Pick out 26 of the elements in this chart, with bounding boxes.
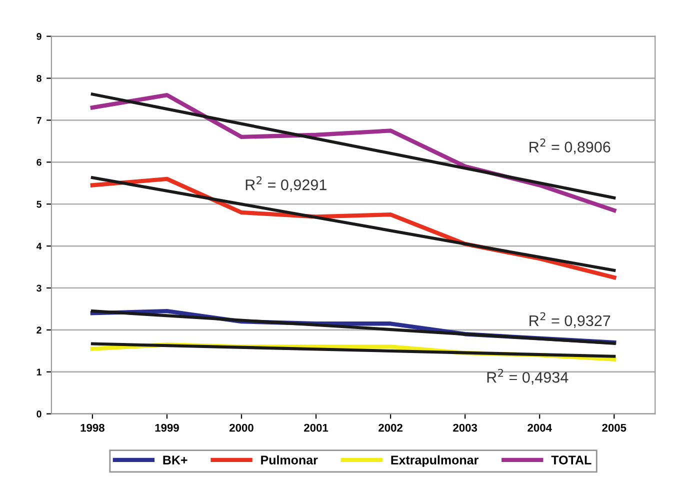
x-tick-label: 2005 (602, 424, 626, 432)
x-tick-label: 2001 (304, 424, 328, 432)
x-tick-label: 2002 (378, 424, 402, 432)
legend-label: Pulmonar (261, 455, 318, 464)
y-tick-label: 1 (36, 368, 42, 376)
y-tick-label: 6 (36, 158, 42, 166)
annotation: R$^{2}$ = 0,4934 (487, 368, 568, 385)
annotation: R$^{2}$ = 0,8906 (530, 138, 610, 154)
annotation: R$^{2}$ = 0,9327 (530, 312, 610, 328)
y-tick-label: 4 (36, 242, 42, 250)
x-tick-label: 2004 (528, 424, 552, 432)
x-tick-label: 2003 (453, 424, 478, 432)
x-tick-label: 2000 (230, 424, 254, 432)
legend-label: Extrapulmonar (391, 455, 478, 467)
annotation: R$^{2}$ = 0,9291 (246, 176, 326, 192)
y-tick-label: 0 (36, 410, 42, 418)
y-tick-label: 5 (36, 200, 42, 208)
y-tick-label: 9 (36, 33, 42, 40)
x-tick-label: 1998 (80, 424, 104, 432)
y-tick-label: 2 (36, 326, 42, 334)
y-tick-label: 8 (36, 74, 42, 82)
legend-label: TOTAL (551, 456, 592, 464)
legend-label: BK+ (163, 456, 188, 464)
y-tick-label: 3 (36, 284, 42, 292)
x-tick-label: 1999 (155, 424, 179, 432)
y-tick-label: 7 (36, 117, 42, 124)
